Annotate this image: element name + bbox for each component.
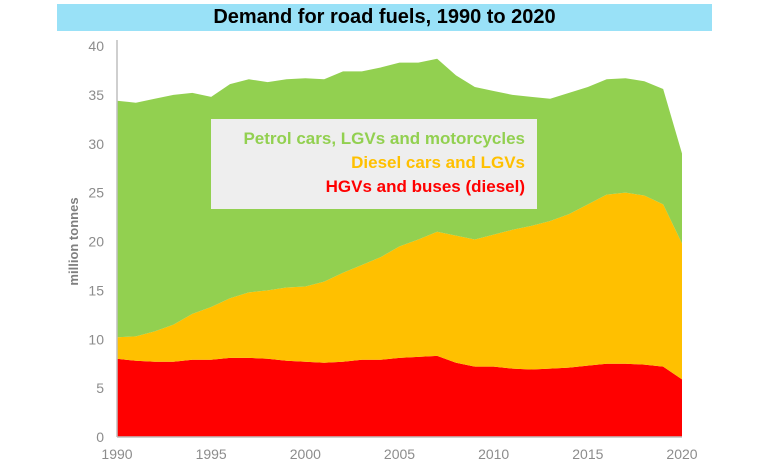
y-tick-label: 25 [88,185,104,201]
y-tick-label: 40 [88,38,104,54]
y-axis-label: million tonnes [66,197,81,285]
legend-entry-hgv: HGVs and buses (diesel) [325,177,525,196]
y-tick-label: 30 [88,136,104,152]
y-tick-label: 35 [88,87,104,103]
y-tick-label: 20 [88,234,104,250]
y-tick-label: 0 [96,429,104,445]
x-tick-label: 2015 [572,446,603,462]
x-tick-label: 2020 [666,446,697,462]
legend: Petrol cars, LGVs and motorcycles Diesel… [211,119,537,209]
y-tick-label: 15 [88,282,104,298]
legend-entry-petrol: Petrol cars, LGVs and motorcycles [243,129,525,148]
area-hgvs-and-buses-diesel- [117,355,682,437]
y-tick-label: 10 [88,331,104,347]
area-diesel-cars-and-lgvs [117,192,682,380]
x-tick-label: 1995 [196,446,227,462]
x-tick-label: 2000 [290,446,321,462]
x-tick-label: 1990 [101,446,132,462]
chart-title: Demand for road fuels, 1990 to 2020 [57,4,712,31]
x-tick-label: 2010 [478,446,509,462]
y-tick-label: 5 [96,380,104,396]
legend-entry-diesel-cars: Diesel cars and LGVs [351,153,525,172]
x-tick-label: 2005 [384,446,415,462]
